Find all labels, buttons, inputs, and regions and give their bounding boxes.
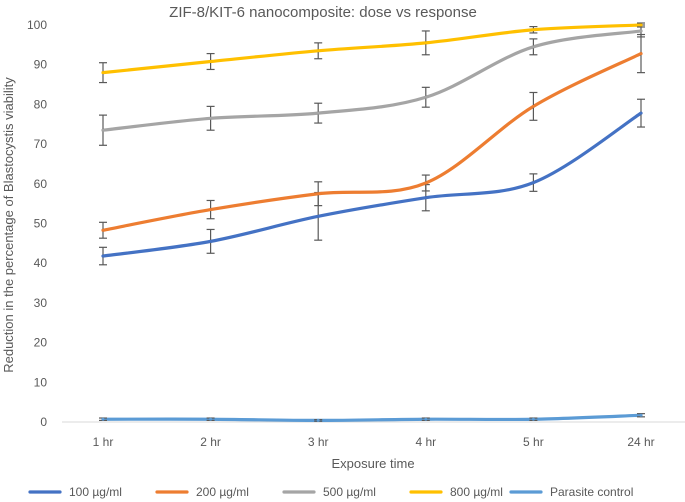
legend-label: Parasite control [550, 485, 633, 499]
data-point [316, 418, 320, 422]
series-layer [99, 22, 645, 423]
y-tick-label: 20 [34, 336, 48, 350]
data-point [531, 104, 535, 108]
series-line [101, 23, 643, 75]
series-line [101, 413, 643, 423]
data-point [316, 111, 320, 115]
legend-label: 500 µg/ml [323, 485, 376, 499]
data-point [639, 52, 643, 56]
x-tick-label: 5 hr [523, 435, 544, 449]
data-point [424, 41, 428, 45]
data-point [531, 417, 535, 421]
legend-item: 200 µg/ml [155, 485, 249, 499]
x-tick-label: 3 hr [308, 435, 329, 449]
data-point [639, 111, 643, 115]
data-point [639, 413, 643, 417]
data-point [531, 28, 535, 32]
legend-label: 100 µg/ml [69, 485, 122, 499]
series-4 [99, 413, 645, 423]
data-point [101, 254, 105, 258]
data-point [316, 192, 320, 196]
series-2 [99, 24, 645, 146]
y-tick-label: 30 [34, 296, 48, 310]
series-3 [99, 22, 645, 84]
x-axis-title: Exposure time [331, 456, 414, 471]
data-point [316, 214, 320, 218]
x-axis-ticks: 1 hr 2 hr 3 hr 4 hr 5 hr 24 hr [62, 421, 685, 449]
data-point [531, 45, 535, 49]
data-point [531, 181, 535, 185]
data-point [101, 128, 105, 132]
y-tick-label: 0 [40, 415, 47, 429]
legend-item: 800 µg/ml [409, 485, 503, 499]
data-point [101, 71, 105, 75]
data-point [101, 417, 105, 421]
data-point [424, 95, 428, 99]
legend-item: 100 µg/ml [28, 485, 122, 499]
data-point [209, 60, 213, 64]
legend-label: 800 µg/ml [450, 485, 503, 499]
data-point [101, 228, 105, 232]
x-tick-label: 2 hr [200, 435, 221, 449]
series-0 [99, 98, 645, 266]
data-point [639, 23, 643, 27]
legend-label: 200 µg/ml [196, 485, 249, 499]
series-line [101, 51, 643, 232]
y-axis-ticks: 0 10 20 30 40 50 60 70 80 90 100 [27, 18, 47, 429]
data-point [209, 208, 213, 212]
data-point [316, 49, 320, 53]
data-point [209, 239, 213, 243]
y-axis-title: Reduction in the percentage of Blastocys… [1, 77, 16, 373]
series-line [101, 29, 643, 132]
y-tick-label: 40 [34, 256, 48, 270]
data-point [424, 196, 428, 200]
data-point [424, 181, 428, 185]
data-point [209, 116, 213, 120]
y-tick-label: 80 [34, 97, 48, 111]
chart-title: ZIF-8/KIT-6 nanocomposite: dose vs respo… [169, 4, 477, 21]
legend-item: 500 µg/ml [282, 485, 376, 499]
x-tick-label: 4 hr [415, 435, 436, 449]
data-point [424, 417, 428, 421]
legend: 100 µg/ml 200 µg/ml 500 µg/ml 800 µg/ml Para… [28, 485, 633, 499]
x-tick-label: 24 hr [627, 435, 654, 449]
series-line [101, 111, 643, 258]
y-tick-label: 70 [34, 137, 48, 151]
y-tick-label: 100 [27, 18, 47, 32]
x-tick-label: 1 hr [93, 435, 114, 449]
y-tick-label: 10 [34, 375, 48, 389]
y-tick-label: 50 [34, 217, 48, 231]
data-point [639, 29, 643, 33]
data-point [209, 417, 213, 421]
y-tick-label: 60 [34, 177, 48, 191]
legend-item: Parasite control [509, 485, 633, 499]
y-tick-label: 90 [34, 58, 48, 72]
